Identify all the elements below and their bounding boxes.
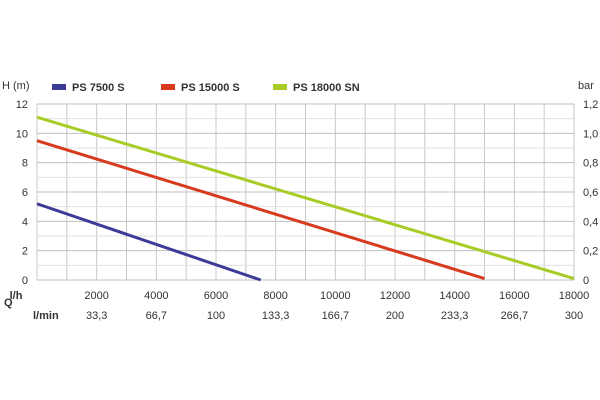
- legend-swatch-2: [161, 84, 175, 90]
- y-left-tick-label: 12: [16, 99, 28, 111]
- y-left-tick-label: 4: [22, 216, 28, 228]
- x-tick-label-lmin: 200: [386, 310, 404, 322]
- series-line-3: [36, 115, 575, 280]
- x-tick-label-lh: 18000: [559, 290, 590, 302]
- legend-swatch-1: [52, 84, 66, 90]
- y-left-tick-label: 2: [22, 246, 28, 258]
- x-tick-label-lmin: 266,7: [501, 310, 529, 322]
- legend-swatch-3: [273, 84, 287, 90]
- legend-label-1: PS 7500 S: [72, 82, 125, 94]
- y-left-tick-label: 10: [16, 128, 28, 140]
- x-tick-label-lmin: 300: [565, 310, 583, 322]
- q-label: Q: [4, 297, 13, 309]
- x-tick-label-lmin: 100: [207, 310, 225, 322]
- x-tick-label-lmin: 133,3: [262, 310, 290, 322]
- x-tick-label-lmin: 166,7: [322, 310, 350, 322]
- y-axis-right-title: bar: [578, 80, 594, 92]
- x-tick-label-lh: 16000: [499, 290, 530, 302]
- x-row-label-lmin: l/min: [33, 310, 59, 322]
- legend-label-3: PS 18000 SN: [293, 82, 360, 94]
- legend-label-2: PS 15000 S: [181, 82, 240, 94]
- series-line-2: [36, 139, 485, 280]
- x-tick-label-lh: 4000: [144, 290, 168, 302]
- y-right-tick-label: 0,8: [583, 158, 598, 170]
- chart-series: [36, 115, 575, 282]
- x-row-label-lh: l/h: [10, 290, 23, 302]
- chart-ticks: l/h Q l/min 0 2 4 6 8 10 12 0 0,2 0,4 0,6 0,8 1,0 1,2…: [4, 99, 598, 322]
- x-tick-label-lh: 14000: [439, 290, 470, 302]
- y-right-tick-label: 0: [583, 275, 589, 287]
- x-tick-label-lh: 2000: [84, 290, 108, 302]
- y-left-tick-label: 0: [22, 275, 28, 287]
- y-right-tick-label: 0,4: [583, 216, 598, 228]
- y-left-tick-label: 6: [22, 187, 28, 199]
- x-tick-label-lh: 10000: [320, 290, 351, 302]
- y-right-tick-label: 1,0: [583, 128, 598, 140]
- y-right-tick-label: 1,2: [583, 99, 598, 111]
- y-axis-left-title: H (m): [2, 80, 30, 92]
- series-line-1: [36, 202, 262, 282]
- x-tick-label-lh: 12000: [380, 290, 411, 302]
- x-tick-label-lh: 6000: [204, 290, 228, 302]
- x-tick-label-lmin: 66,7: [146, 310, 167, 322]
- x-tick-label-lmin: 233,3: [441, 310, 469, 322]
- x-tick-label-lmin: 33,3: [86, 310, 107, 322]
- chart-legend: H (m) bar PS 7500 S PS 15000 S PS 18000 SN: [2, 80, 594, 94]
- y-right-tick-label: 0,6: [583, 187, 598, 199]
- y-left-tick-label: 8: [22, 158, 28, 170]
- y-right-tick-label: 0,2: [583, 246, 598, 258]
- x-tick-label-lh: 8000: [263, 290, 287, 302]
